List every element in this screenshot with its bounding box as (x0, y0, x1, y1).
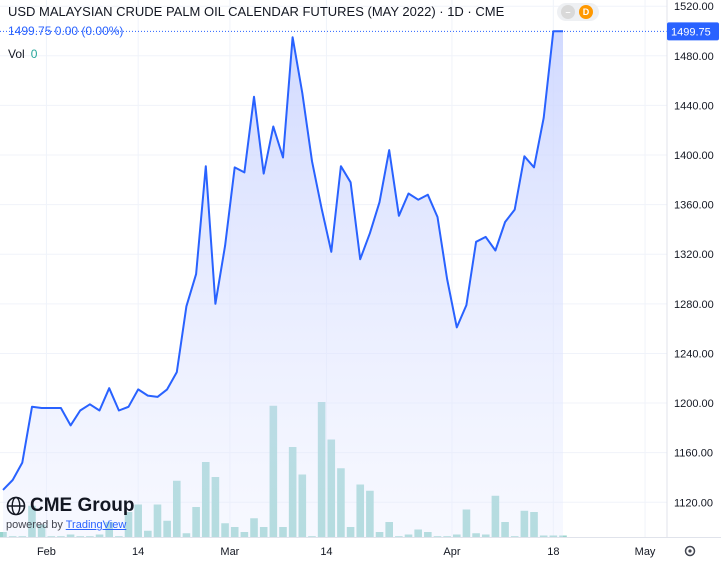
last-price-tag-text: 1499.75 (671, 26, 711, 38)
x-tick-label: 14 (132, 546, 144, 558)
y-tick-label: 1520.00 (674, 1, 714, 13)
y-tick-label: 1280.00 (674, 299, 714, 311)
y-tick-label: 1240.00 (674, 348, 714, 360)
cme-globe-icon (6, 496, 26, 516)
price-area (3, 31, 563, 538)
x-tick-label: Mar (220, 546, 239, 558)
powered-by: powered by TradingView (6, 519, 135, 531)
delayed-data-icon[interactable]: D (579, 5, 593, 19)
tradingview-link[interactable]: TradingView (65, 519, 127, 531)
last-price-tag: 1499.75 (667, 22, 719, 41)
chart-title: USD MALAYSIAN CRUDE PALM OIL CALENDAR FU… (8, 4, 505, 19)
volume-value: 0 (30, 47, 38, 61)
x-tick-label: Feb (37, 546, 56, 558)
x-tick-label: 18 (547, 546, 559, 558)
cme-brand: CME Group (6, 495, 135, 517)
cme-brand-text: CME Group (30, 495, 135, 516)
price-line (2, 30, 563, 491)
y-tick-label: 1120.00 (674, 497, 713, 509)
y-tick-label: 1200.00 (674, 398, 714, 410)
y-tick-label: 1160.00 (674, 448, 713, 460)
x-tick-label: 14 (320, 546, 332, 558)
y-tick-label: 1440.00 (674, 100, 714, 112)
y-tick-label: 1400.00 (674, 150, 714, 162)
y-tick-label: 1480.00 (674, 51, 714, 63)
volume-legend[interactable]: Vol 0 (8, 47, 37, 61)
powered-by-label: powered by (6, 519, 63, 531)
x-tick-label: Apr (443, 546, 460, 558)
x-tick-label: May (635, 546, 656, 558)
market-status-icon[interactable]: – (561, 5, 575, 19)
price-quote: 1499.75 0.00 (0.00%) (8, 24, 124, 38)
price-axis: 1120.00 1160.00 1200.00 1240.00 1280.00 1320.… (674, 1, 714, 509)
cme-logo[interactable]: CME Group powered by TradingView (6, 495, 135, 531)
y-tick-label: 1360.00 (674, 200, 714, 212)
settings-icon[interactable] (684, 545, 696, 557)
last-price-tag-bg (667, 22, 719, 41)
volume-label: Vol (8, 47, 25, 61)
y-tick-label: 1320.00 (674, 249, 714, 261)
time-axis: Feb 14 Mar 14 Apr 18 May (37, 546, 656, 558)
